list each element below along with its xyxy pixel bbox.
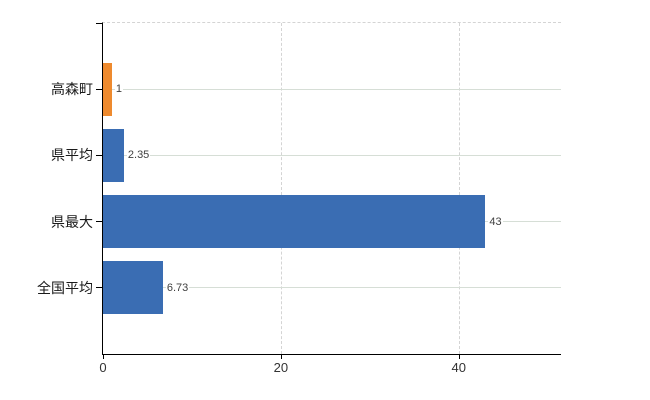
category-label: 全国平均	[37, 279, 93, 296]
y-axis-tick	[96, 287, 102, 289]
x-tick-label: 40	[451, 360, 466, 375]
bar-value-label: 6.73	[165, 281, 190, 294]
y-axis-tick	[96, 221, 102, 223]
vertical-gridline	[458, 23, 460, 354]
y-axis-tick	[96, 154, 102, 156]
x-axis-tick	[458, 355, 460, 359]
vertical-gridline	[280, 23, 282, 354]
bar-全国平均	[103, 261, 163, 315]
bar-value-label: 1	[114, 83, 124, 96]
x-axis-tick	[280, 355, 282, 359]
horizontal-gridline	[103, 154, 561, 156]
x-tick-label: 0	[99, 360, 107, 375]
bar-県最大	[103, 195, 486, 249]
horizontal-gridline	[103, 88, 561, 90]
plot-area: 0 20 40 1 高森町 2.35 県平均 43 県最大 6.73 全国平均	[37, 22, 561, 375]
y-axis-tick	[96, 88, 102, 90]
category-label: 県最大	[51, 213, 93, 230]
bar-県平均	[103, 128, 124, 182]
x-axis-tick	[103, 355, 104, 359]
category-label: 県平均	[51, 147, 93, 164]
category-label: 高森町	[51, 81, 93, 98]
bar-高森町	[103, 62, 112, 116]
horizontal-gridline	[103, 287, 561, 289]
bar-value-label: 2.35	[126, 149, 151, 162]
bar-value-label: 43	[488, 215, 503, 228]
y-axis-top-tick	[96, 23, 102, 24]
x-tick-label: 20	[273, 360, 289, 375]
